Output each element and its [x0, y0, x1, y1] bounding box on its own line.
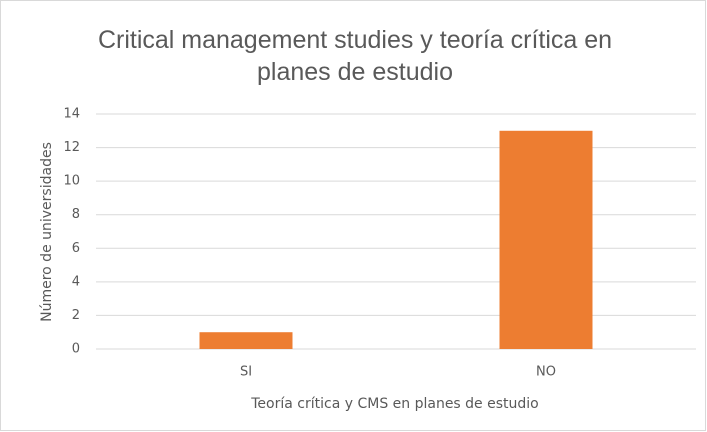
bar [199, 332, 293, 349]
y-axis-label: Número de universidades [39, 142, 55, 322]
chart-title: Critical management studies y teoría crí… [97, 26, 613, 86]
y-tick-label: 6 [72, 241, 80, 256]
y-tick-label: 10 [63, 174, 80, 189]
x-tick-label: NO [536, 365, 556, 380]
y-tick-label: 0 [72, 342, 80, 357]
x-tick-label: SI [240, 365, 252, 380]
y-tick-label: 12 [63, 140, 80, 155]
y-tick-label: 4 [72, 274, 80, 289]
bar [499, 130, 593, 349]
y-tick-label: 14 [63, 107, 80, 122]
x-axis-label: Teoría crítica y CMS en planes de estudi… [250, 396, 539, 412]
y-tick-label: 8 [72, 207, 80, 222]
y-tick-label: 2 [72, 308, 80, 323]
